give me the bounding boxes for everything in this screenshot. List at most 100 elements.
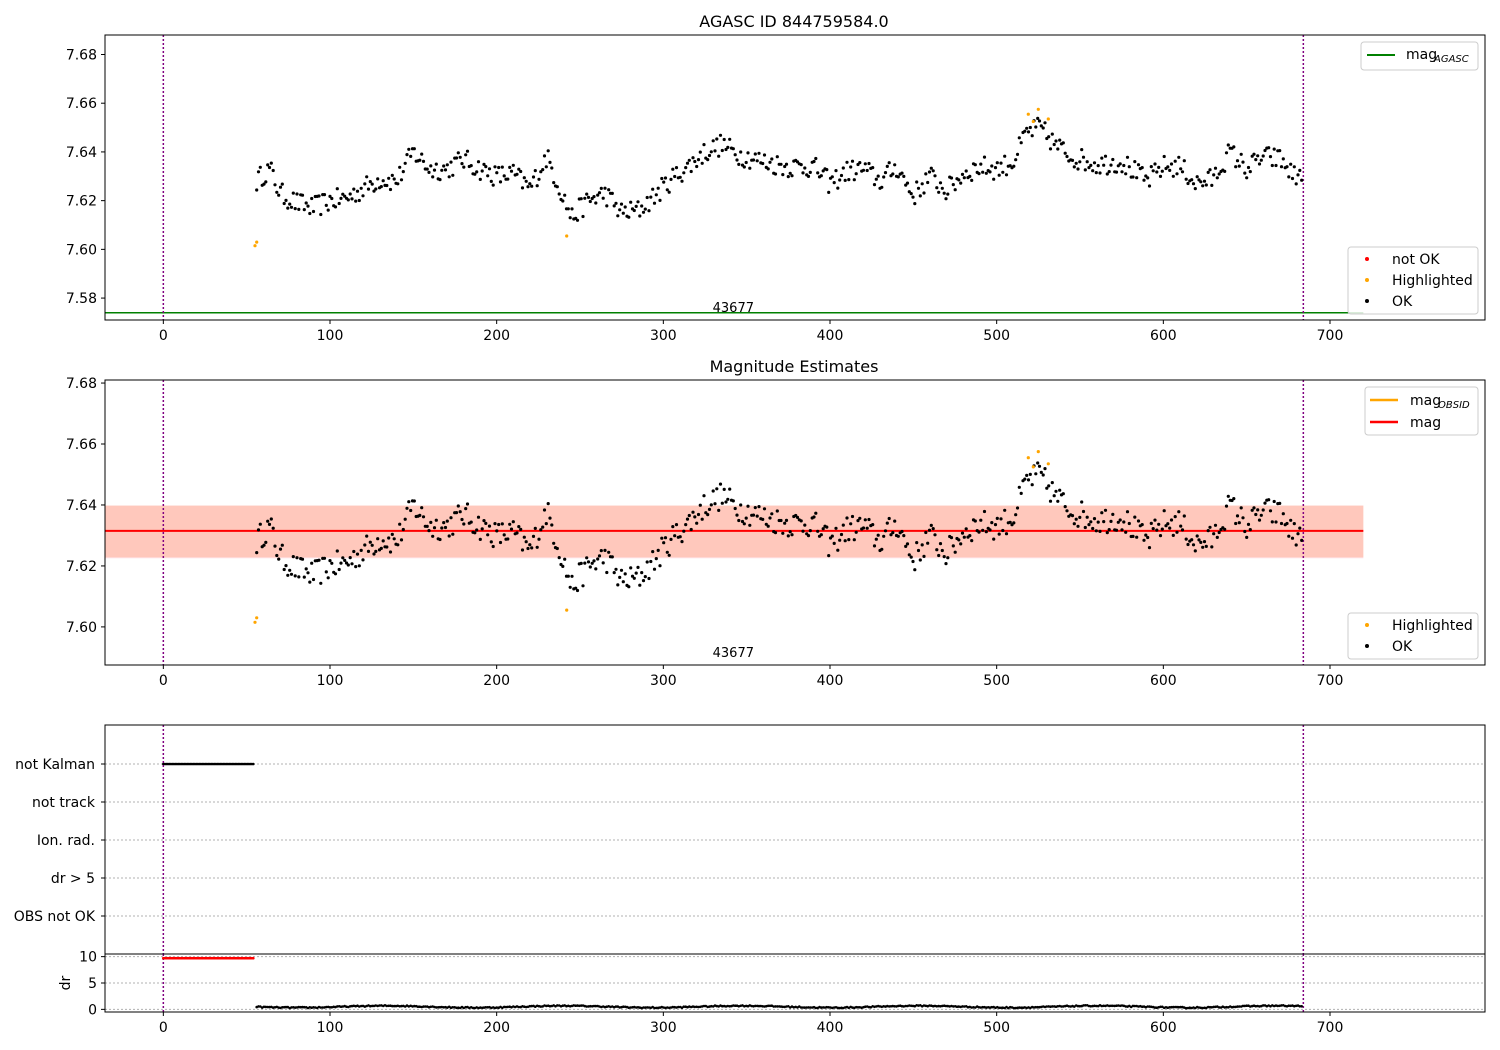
ok-point bbox=[1050, 481, 1054, 485]
dr-point bbox=[328, 1006, 332, 1009]
ok-point bbox=[387, 176, 391, 180]
ok-point bbox=[1239, 506, 1243, 510]
x-tick-label: 300 bbox=[650, 673, 677, 689]
ok-point bbox=[1065, 154, 1069, 159]
ok-point bbox=[1206, 529, 1210, 533]
dr-point bbox=[781, 1005, 785, 1009]
ok-point bbox=[1003, 154, 1007, 158]
ok-point bbox=[858, 161, 862, 165]
dr-point bbox=[655, 1006, 658, 1010]
legend-subscript: AGASC bbox=[1433, 54, 1469, 65]
ok-point bbox=[839, 532, 844, 537]
ok-point bbox=[500, 165, 504, 169]
ok-point bbox=[1256, 508, 1260, 512]
ok-point bbox=[396, 182, 400, 186]
ok-point bbox=[506, 177, 510, 181]
ok-point bbox=[918, 558, 922, 562]
dr-point bbox=[1084, 1004, 1087, 1007]
ok-point bbox=[889, 533, 893, 537]
ok-point bbox=[1065, 509, 1069, 513]
ok-point bbox=[1054, 489, 1058, 493]
ok-point bbox=[343, 558, 347, 563]
ok-point bbox=[570, 207, 574, 211]
ok-point bbox=[647, 209, 651, 213]
ok-point bbox=[691, 156, 695, 160]
ok-point bbox=[588, 565, 592, 569]
ok-point bbox=[640, 571, 644, 575]
ok-point bbox=[427, 529, 431, 533]
dr-point bbox=[935, 1005, 939, 1008]
ok-point bbox=[905, 542, 910, 546]
highlighted-point bbox=[1046, 462, 1050, 466]
ok-point bbox=[1023, 129, 1027, 133]
ok-point bbox=[1263, 501, 1267, 505]
ok-point bbox=[390, 532, 394, 537]
ok-point bbox=[707, 507, 712, 511]
ok-point bbox=[959, 542, 963, 546]
ok-point bbox=[333, 205, 338, 209]
ok-point bbox=[614, 567, 618, 571]
ok-point bbox=[1168, 526, 1172, 530]
ok-point bbox=[724, 500, 728, 504]
dr-point bbox=[677, 1005, 680, 1009]
dr-point bbox=[820, 1006, 823, 1009]
ok-point bbox=[425, 524, 429, 529]
ok-point bbox=[671, 167, 675, 171]
ok-point bbox=[537, 537, 541, 541]
ok-point bbox=[1116, 520, 1120, 524]
ok-point bbox=[843, 178, 847, 182]
ok-point bbox=[343, 194, 347, 198]
ok-point bbox=[585, 192, 589, 196]
ok-point bbox=[713, 149, 717, 153]
dr-point bbox=[825, 1005, 829, 1009]
ok-point bbox=[931, 169, 935, 173]
ok-point bbox=[1047, 135, 1051, 139]
ok-point bbox=[698, 150, 702, 154]
ok-point bbox=[722, 137, 726, 142]
ok-point bbox=[308, 580, 312, 584]
ok-point bbox=[865, 168, 869, 173]
ok-point bbox=[887, 516, 891, 521]
ok-point bbox=[1103, 508, 1108, 512]
ok-point bbox=[420, 152, 424, 156]
ok-point bbox=[1058, 138, 1062, 142]
ok-point bbox=[652, 567, 657, 571]
ok-point bbox=[781, 531, 785, 535]
dr-clipped-point bbox=[252, 956, 255, 960]
ok-point bbox=[1028, 472, 1032, 476]
ok-point bbox=[381, 179, 385, 183]
x-tick-label: 100 bbox=[317, 673, 344, 689]
ok-point bbox=[566, 574, 570, 578]
ok-point bbox=[770, 157, 774, 161]
ok-point bbox=[872, 183, 877, 187]
ok-point bbox=[911, 195, 915, 199]
ok-point bbox=[1190, 178, 1194, 182]
ok-point bbox=[1098, 171, 1102, 175]
ok-point bbox=[421, 159, 426, 163]
ok-point bbox=[992, 177, 996, 181]
ok-point bbox=[717, 154, 721, 158]
ok-point bbox=[746, 504, 750, 508]
ok-point bbox=[585, 556, 589, 560]
dr-point bbox=[1287, 1004, 1291, 1007]
ok-point bbox=[854, 172, 858, 176]
ok-point bbox=[524, 179, 528, 183]
ok-point bbox=[636, 565, 640, 570]
ok-point bbox=[900, 529, 904, 534]
ok-point bbox=[1025, 473, 1029, 477]
ok-point bbox=[379, 185, 383, 189]
ok-point bbox=[544, 165, 548, 169]
ok-point bbox=[293, 207, 297, 211]
y-tick-label: 7.62 bbox=[66, 559, 97, 575]
ok-point bbox=[1001, 170, 1005, 174]
ok-point bbox=[354, 199, 358, 203]
flag-category-label: Ion. rad. bbox=[37, 833, 95, 849]
ok-point bbox=[755, 159, 759, 163]
ok-point bbox=[997, 532, 1001, 536]
ok-point bbox=[618, 575, 622, 580]
ok-point bbox=[1232, 497, 1236, 501]
ok-point bbox=[339, 561, 343, 565]
ok-point bbox=[1298, 526, 1302, 530]
ok-point bbox=[563, 557, 567, 561]
ok-point bbox=[1107, 528, 1111, 532]
